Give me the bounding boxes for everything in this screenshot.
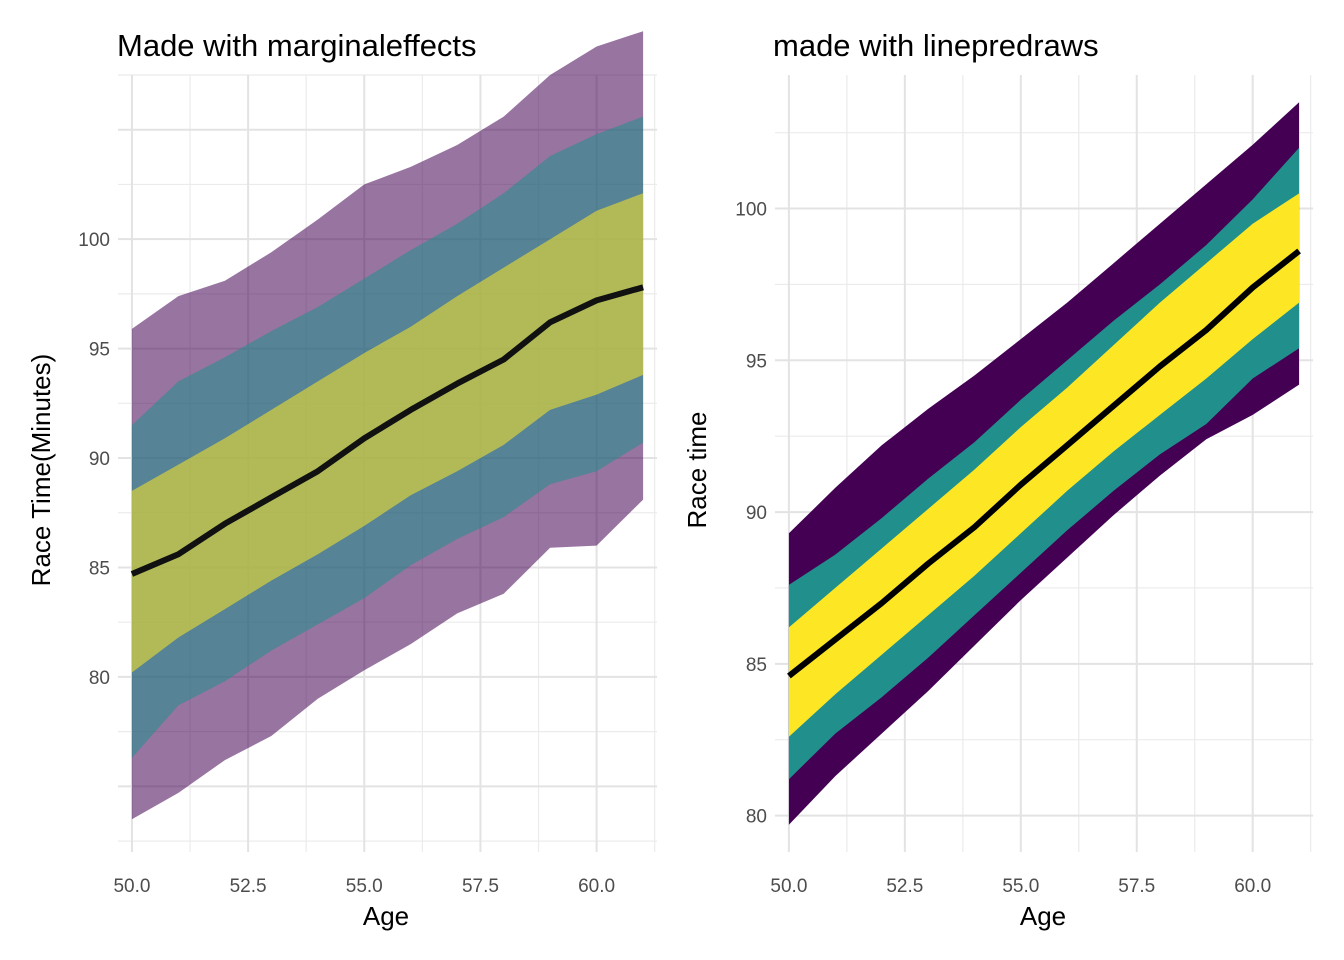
chart-title-2: made with linepredraws bbox=[773, 28, 1099, 63]
x-tick-label: 60.0 bbox=[578, 876, 615, 897]
x-tick-label: 60.0 bbox=[1234, 876, 1271, 897]
x-tick-label: 50.0 bbox=[113, 876, 150, 897]
x-tick-label: 57.5 bbox=[462, 876, 499, 897]
prediction-line bbox=[130, 284, 644, 577]
y-tick-label: 85 bbox=[746, 655, 767, 676]
y-tick-label: 90 bbox=[746, 503, 767, 524]
prediction-line-group-2 bbox=[787, 248, 1301, 679]
y-tick-labels-2: 80 85 90 95 100 bbox=[735, 200, 767, 828]
x-tick-label: 52.5 bbox=[230, 876, 267, 897]
y-tick-label: 80 bbox=[89, 668, 110, 689]
x-tick-labels-2: 50.0 52.5 55.0 57.5 60.0 bbox=[770, 876, 1271, 897]
y-tick-label: 100 bbox=[735, 200, 767, 221]
x-tick-label: 57.5 bbox=[1118, 876, 1155, 897]
y-tick-label: 95 bbox=[89, 340, 110, 361]
prediction-line bbox=[787, 248, 1301, 679]
x-tick-labels-1: 50.0 52.5 55.0 57.5 60.0 bbox=[113, 876, 615, 897]
x-axis-title-1: Age bbox=[363, 901, 409, 931]
y-tick-labels-1: 80 85 90 95 100 bbox=[78, 230, 110, 689]
x-tick-label: 50.0 bbox=[770, 876, 807, 897]
panel-marginaleffects: Made with marginaleffects 80 85 90 95 100 50… bbox=[26, 28, 657, 931]
x-tick-label: 52.5 bbox=[886, 876, 923, 897]
prediction-line-group-1 bbox=[130, 284, 644, 577]
x-axis-title-2: Age bbox=[1020, 901, 1066, 931]
y-tick-label: 90 bbox=[89, 449, 110, 470]
y-tick-label: 80 bbox=[746, 807, 767, 828]
y-tick-label: 95 bbox=[746, 351, 767, 372]
y-axis-title-2: Race time bbox=[682, 411, 712, 528]
interval-band-3 bbox=[131, 193, 644, 673]
y-tick-label: 85 bbox=[89, 558, 110, 579]
x-tick-label: 55.0 bbox=[1002, 876, 1039, 897]
y-axis-title-1: Race Time(Minutes) bbox=[26, 354, 56, 587]
x-tick-label: 55.0 bbox=[346, 876, 383, 897]
y-tick-label: 100 bbox=[78, 230, 110, 251]
chart-title-1: Made with marginaleffects bbox=[117, 28, 477, 63]
